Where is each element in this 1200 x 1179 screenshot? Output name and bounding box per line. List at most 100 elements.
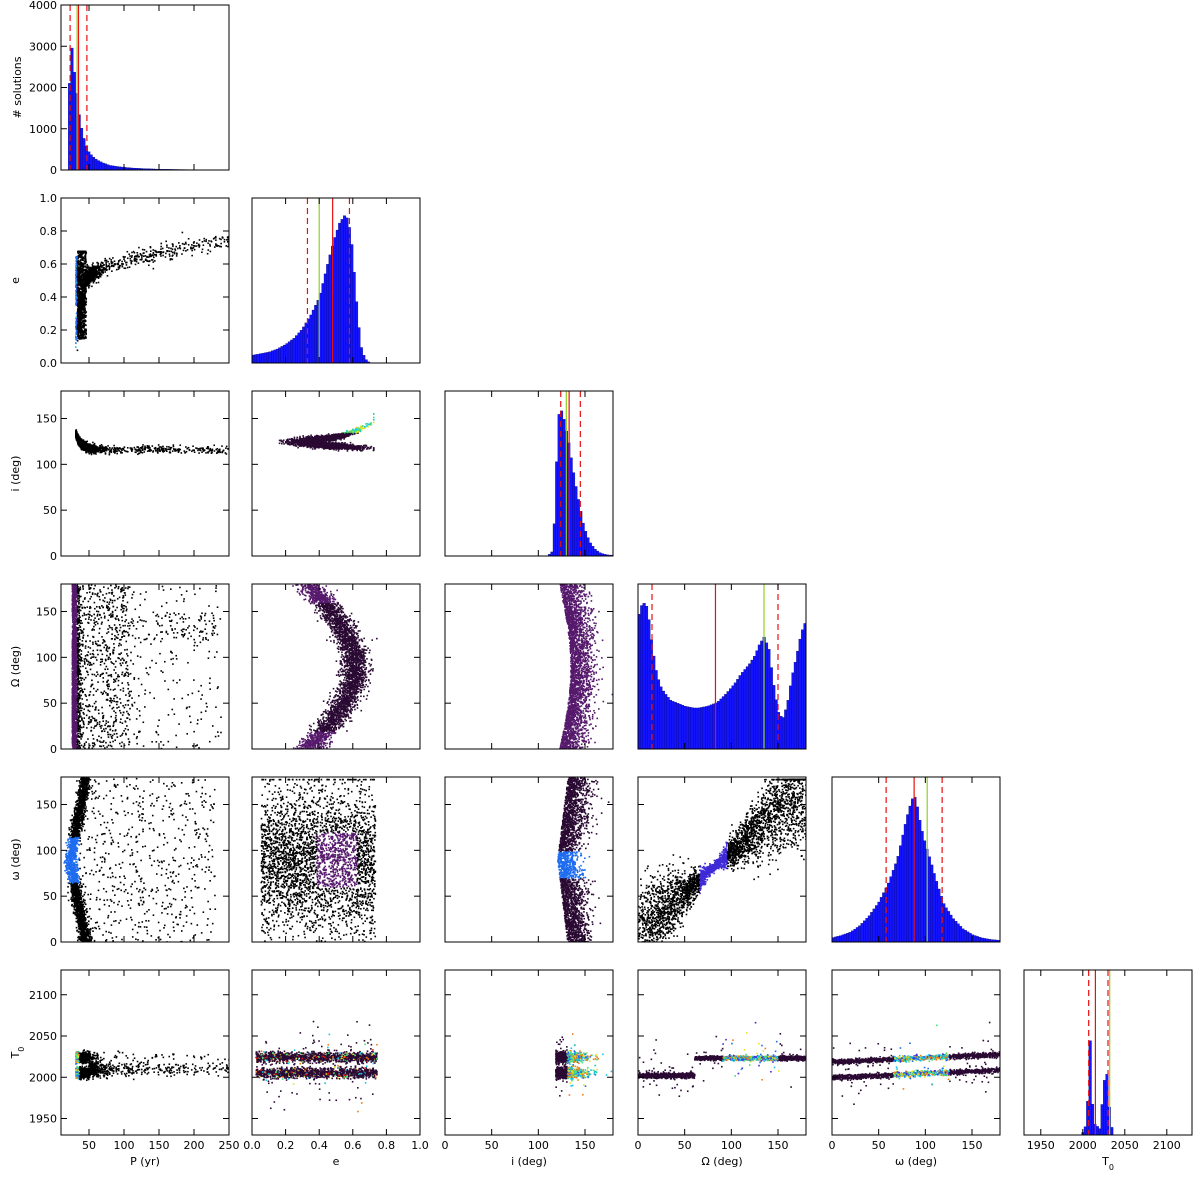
density-point xyxy=(75,289,77,292)
density-point xyxy=(97,268,100,270)
density-point xyxy=(105,259,108,262)
density-point xyxy=(78,261,81,263)
density-point xyxy=(79,284,81,287)
density-point xyxy=(192,449,194,451)
density-point xyxy=(81,439,83,442)
density-point xyxy=(82,290,84,293)
density-point xyxy=(96,273,98,276)
density-point xyxy=(80,252,82,255)
density-point xyxy=(80,323,83,326)
density-point xyxy=(114,452,116,454)
density-point xyxy=(80,253,83,256)
density-point xyxy=(82,263,85,266)
density-point xyxy=(94,270,97,272)
density-point xyxy=(85,297,88,300)
density-point xyxy=(79,279,82,282)
density-point xyxy=(166,250,169,253)
density-point xyxy=(97,265,99,267)
density-point xyxy=(86,446,88,449)
density-point xyxy=(99,265,101,268)
density-point xyxy=(77,316,79,318)
density-point xyxy=(293,440,295,443)
density-point xyxy=(179,444,182,447)
density-point xyxy=(82,443,85,445)
density-point xyxy=(101,261,104,264)
density-point xyxy=(103,268,105,270)
density-point xyxy=(87,284,89,287)
density-point xyxy=(170,250,173,253)
density-point xyxy=(100,451,102,454)
density-point xyxy=(283,443,285,445)
density-point xyxy=(157,251,159,253)
density-point xyxy=(75,312,78,315)
density-point xyxy=(108,450,111,453)
density-point xyxy=(183,450,186,452)
density-point xyxy=(81,333,84,336)
density-point xyxy=(83,443,86,446)
density-point xyxy=(151,445,154,447)
density-point xyxy=(83,300,86,302)
density-point xyxy=(97,281,100,284)
density-point xyxy=(100,450,103,453)
density-point xyxy=(77,256,80,258)
density-point xyxy=(94,449,97,451)
density-point xyxy=(223,238,226,241)
density-point xyxy=(178,448,181,450)
density-point xyxy=(86,263,88,266)
density-point xyxy=(92,262,94,264)
density-point xyxy=(91,271,94,274)
density-point xyxy=(314,447,317,450)
density-point xyxy=(85,261,87,264)
density-point xyxy=(108,264,110,267)
density-point xyxy=(105,265,108,268)
density-point xyxy=(77,274,80,277)
density-point xyxy=(81,301,83,304)
density-point xyxy=(183,247,186,249)
density-point xyxy=(146,450,149,452)
density-point xyxy=(99,447,102,450)
density-point xyxy=(207,249,210,251)
density-point xyxy=(215,239,217,241)
density-point xyxy=(136,252,139,254)
density-point xyxy=(77,334,80,336)
density-point xyxy=(159,449,161,452)
density-point xyxy=(85,277,88,280)
density-point xyxy=(148,446,150,449)
density-point xyxy=(76,276,79,279)
density-point xyxy=(94,272,97,275)
density-point xyxy=(78,275,81,278)
density-point xyxy=(171,450,174,452)
y-tick-label: 0 xyxy=(50,550,57,563)
density-point xyxy=(84,445,87,447)
density-point xyxy=(169,448,171,451)
density-point xyxy=(76,339,79,342)
density-point xyxy=(104,268,107,270)
density-point xyxy=(152,251,155,254)
density-point xyxy=(125,261,128,264)
density-point xyxy=(89,443,91,445)
density-point xyxy=(94,275,97,277)
density-point xyxy=(85,441,88,444)
density-point xyxy=(85,447,87,450)
density-point xyxy=(79,318,82,321)
density-point xyxy=(79,264,81,267)
density-point xyxy=(77,437,79,440)
y-tick-label: 1.0 xyxy=(40,192,58,205)
density-point xyxy=(218,448,221,451)
density-point xyxy=(75,281,77,284)
density-point xyxy=(80,301,82,303)
density-point xyxy=(117,447,120,450)
density-point xyxy=(143,447,146,449)
density-point xyxy=(129,447,132,449)
density-point xyxy=(140,451,142,454)
density-point xyxy=(87,451,90,453)
density-point xyxy=(160,449,163,451)
density-point xyxy=(185,243,187,245)
density-point xyxy=(80,262,83,265)
density-point xyxy=(81,329,84,332)
density-point xyxy=(94,276,97,278)
density-point xyxy=(193,248,196,251)
density-point xyxy=(77,250,80,253)
density-point xyxy=(196,242,198,244)
density-point xyxy=(83,250,86,253)
